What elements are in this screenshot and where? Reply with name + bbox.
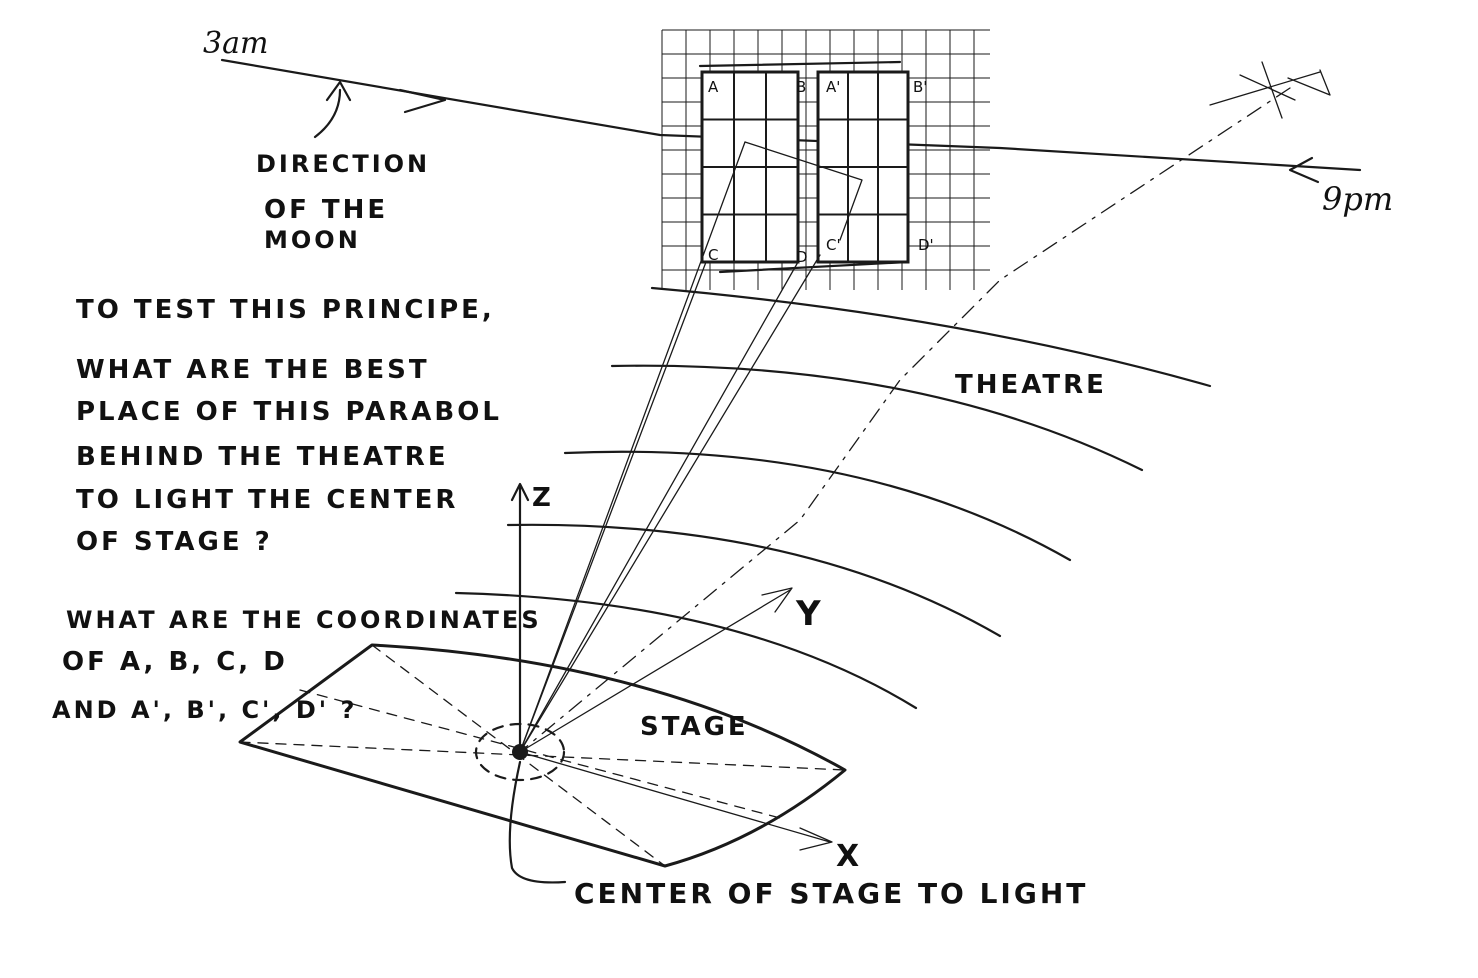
panel-corner-labels: A B A' B' C D C' D' [708,78,934,266]
parabol-panel [661,29,990,290]
corner-a-prime: A' [826,78,840,96]
theatre-label: THEATRE [955,370,1107,400]
question-2-line-1: WHAT ARE THE COORDINATES [66,606,542,634]
z-axis-label: Z [532,483,554,513]
time-label-9pm: 9pm [1322,180,1393,218]
moon-label-line-3: MOON [264,226,361,254]
y-axis [519,587,793,753]
x-axis-label: X [836,839,862,874]
center-of-stage-label: CENTER OF STAGE TO LIGHT [574,877,1088,910]
z-axis [510,482,530,754]
question-2-line-2: OF A, B, C, D [62,647,288,677]
corner-b: B [796,78,806,96]
panel-inner-grid [702,72,908,262]
stage-center-marker [474,722,567,884]
corner-a: A [708,78,719,96]
question-1-line-2: WHAT ARE THE BEST [76,355,430,385]
time-label-3am: 3am [203,26,268,61]
theatre-seating-arcs [454,286,1212,710]
moon-label-line-1: DIRECTION [256,150,430,178]
x-axis [519,751,833,851]
corner-c: C [708,246,718,264]
question-1-line-1: TO TEST THIS PRINCIPE, [76,295,495,325]
question-1-line-4: BEHIND THE THEATRE [76,442,449,472]
question-1-line-6: OF STAGE ? [76,527,273,557]
y-axis-label: Y [795,594,824,634]
moon-direction-label: DIRECTION OF THE MOON [256,150,430,254]
question-block-1: TO TEST THIS PRINCIPE, WHAT ARE THE BEST… [76,295,502,557]
stage-outline [238,643,847,868]
stage-label: STAGE [640,712,749,742]
question-1-line-3: PLACE OF THIS PARABOL [76,397,502,427]
moon-label-line-2: OF THE [264,195,388,225]
sun-sketch-icon [1209,61,1331,119]
corner-b-prime: B' [913,78,927,96]
corner-c-prime: C' [826,236,841,254]
moon-pointer-arrow [313,80,352,139]
corner-d: D [796,248,808,266]
sun-ray-line [519,87,1291,753]
question-1-line-5: TO LIGHT THE CENTER [76,485,458,515]
question-block-2: WHAT ARE THE COORDINATES OF A, B, C, D A… [52,606,542,724]
question-2-line-3: AND A', B', C', D' ? [52,696,357,724]
coordinate-axes [510,482,833,851]
corner-d-prime: D' [918,236,934,254]
